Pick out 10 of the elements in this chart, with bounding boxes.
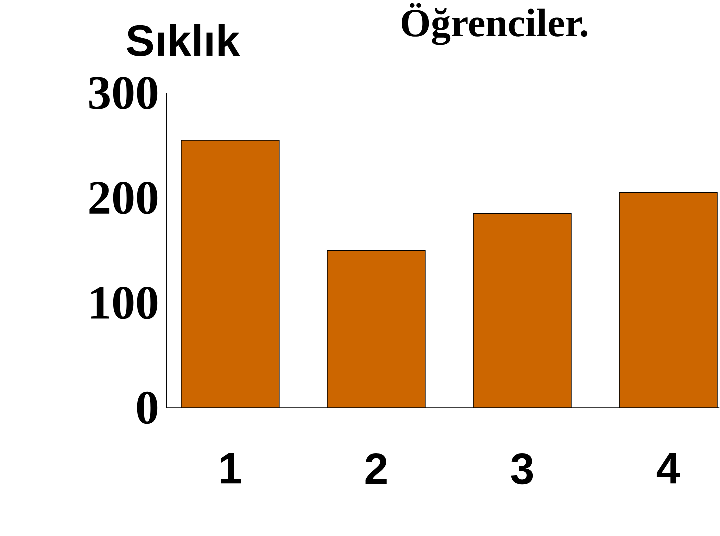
x-tick-label: 2 bbox=[366, 454, 387, 484]
x-tick-label: 1 bbox=[221, 454, 242, 484]
y-tick-label: 300 bbox=[90, 77, 158, 110]
y-axis-title: Sıklık bbox=[126, 24, 240, 56]
y-tick-label: 200 bbox=[90, 182, 158, 214]
x-tick-label: 3 bbox=[511, 454, 534, 485]
y-tick-label: 0 bbox=[137, 392, 158, 424]
y-tick-label: 100 bbox=[92, 286, 158, 320]
chart-title: Öğrenciler. bbox=[402, 3, 588, 46]
x-tick-label: 4 bbox=[656, 454, 680, 484]
